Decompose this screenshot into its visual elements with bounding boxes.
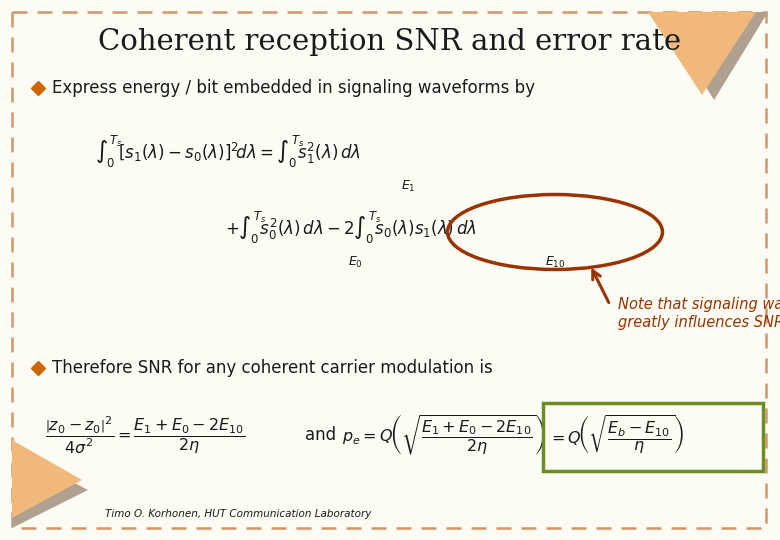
- Text: Coherent reception SNR and error rate: Coherent reception SNR and error rate: [98, 28, 682, 56]
- Text: Timo O. Korhonen, HUT Communication Laboratory: Timo O. Korhonen, HUT Communication Labo…: [105, 509, 371, 519]
- Text: Therefore SNR for any coherent carrier modulation is: Therefore SNR for any coherent carrier m…: [52, 359, 493, 377]
- Polygon shape: [12, 450, 88, 528]
- Text: Note that signaling waveform correlation: Note that signaling waveform correlation: [618, 298, 780, 313]
- Text: $E_{10}$: $E_{10}$: [544, 254, 566, 269]
- Text: Express energy / bit embedded in signaling waveforms by: Express energy / bit embedded in signali…: [52, 79, 535, 97]
- Text: and: and: [305, 426, 336, 444]
- Text: $E_0$: $E_0$: [348, 254, 363, 269]
- Polygon shape: [12, 440, 82, 518]
- Text: $E_1$: $E_1$: [401, 178, 415, 193]
- Text: $= Q\!\left(\sqrt{\dfrac{E_b-E_{10}}{\eta}}\right)$: $= Q\!\left(\sqrt{\dfrac{E_b-E_{10}}{\et…: [548, 414, 684, 456]
- Text: greatly influences SNR!: greatly influences SNR!: [618, 315, 780, 330]
- Polygon shape: [648, 12, 756, 95]
- Text: $p_e = Q\!\left(\sqrt{\dfrac{E_1+E_0-2E_{10}}{2\eta}}\right)$: $p_e = Q\!\left(\sqrt{\dfrac{E_1+E_0-2E_…: [342, 413, 546, 457]
- Text: $+\int_0^{T_s}\!\! s_0^2(\lambda)\,d\lambda - 2\int_0^{T_s}\!\! s_0(\lambda)s_1(: $+\int_0^{T_s}\!\! s_0^2(\lambda)\,d\lam…: [225, 210, 477, 246]
- Text: $\int_0^{T_s}\!\left[s_1(\lambda)-s_0(\lambda)\right]^2\! d\lambda = \int_0^{T_s: $\int_0^{T_s}\!\left[s_1(\lambda)-s_0(\l…: [95, 134, 361, 170]
- Text: $\dfrac{\left|z_0-z_0\right|^2}{4\sigma^2} = \dfrac{E_1+E_0-2E_{10}}{2\eta}$: $\dfrac{\left|z_0-z_0\right|^2}{4\sigma^…: [45, 414, 246, 456]
- Polygon shape: [660, 12, 768, 100]
